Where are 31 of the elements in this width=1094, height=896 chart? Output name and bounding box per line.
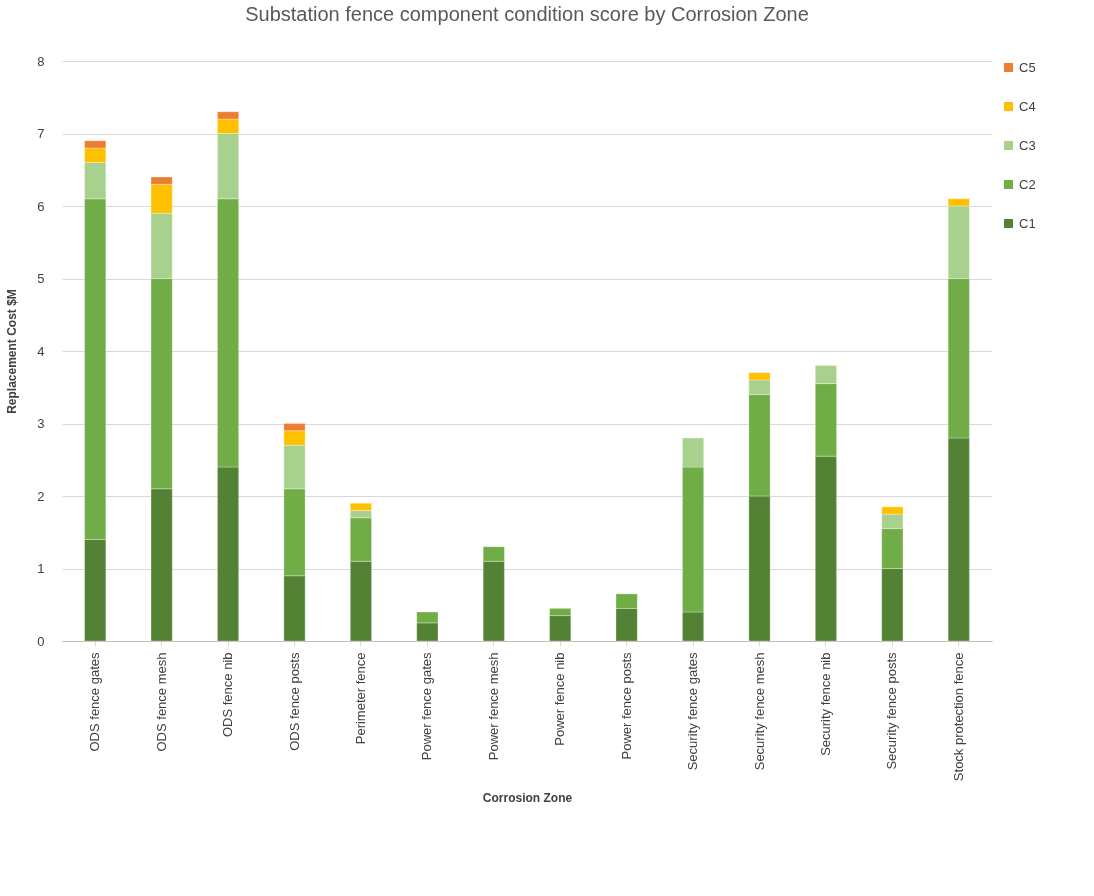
x-tick-label: Security fence gates xyxy=(685,652,701,771)
y-tick-label: 4 xyxy=(37,343,45,359)
x-tick-label: ODS fence nib xyxy=(220,652,236,738)
legend-label: C3 xyxy=(1019,137,1036,153)
legend-label: C5 xyxy=(1019,59,1036,75)
x-tick-label: Security fence mesh xyxy=(751,652,767,771)
legend-label: C2 xyxy=(1019,176,1036,192)
x-tick-label: ODS fence mesh xyxy=(153,652,169,752)
y-tick-label: 5 xyxy=(37,271,45,286)
y-tick-label: 1 xyxy=(37,561,45,576)
x-tick-label: ODS fence posts xyxy=(286,652,302,751)
x-tick-label: Power fence nib xyxy=(552,652,568,746)
x-tick-label: Security fence posts xyxy=(884,652,900,770)
y-tick-label: 0 xyxy=(37,633,45,649)
x-tick-label: Power fence posts xyxy=(618,652,634,760)
x-tick-label: Security fence nib xyxy=(817,652,833,756)
y-axis-title: Replacement Cost $M xyxy=(5,289,20,414)
y-tick-label: 3 xyxy=(37,416,45,431)
legend-label: C4 xyxy=(1019,98,1036,114)
x-axis-title: Corrosion Zone xyxy=(482,791,573,806)
y-tick-label: 2 xyxy=(37,488,45,504)
y-tick-label: 8 xyxy=(37,53,45,69)
chart-title: Substation fence component condition score by Corrosion Zone xyxy=(245,3,809,25)
legend-label: C1 xyxy=(1019,215,1036,231)
x-tick-label: Stock protection fence xyxy=(950,652,966,782)
x-tick-label: ODS fence gates xyxy=(87,652,103,752)
y-tick-label: 7 xyxy=(37,126,45,141)
x-tick-label: Power fence mesh xyxy=(485,652,501,761)
y-tick-label: 6 xyxy=(37,198,45,214)
x-tick-label: Perimeter fence xyxy=(352,652,368,745)
x-tick-label: Power fence gates xyxy=(419,652,435,761)
